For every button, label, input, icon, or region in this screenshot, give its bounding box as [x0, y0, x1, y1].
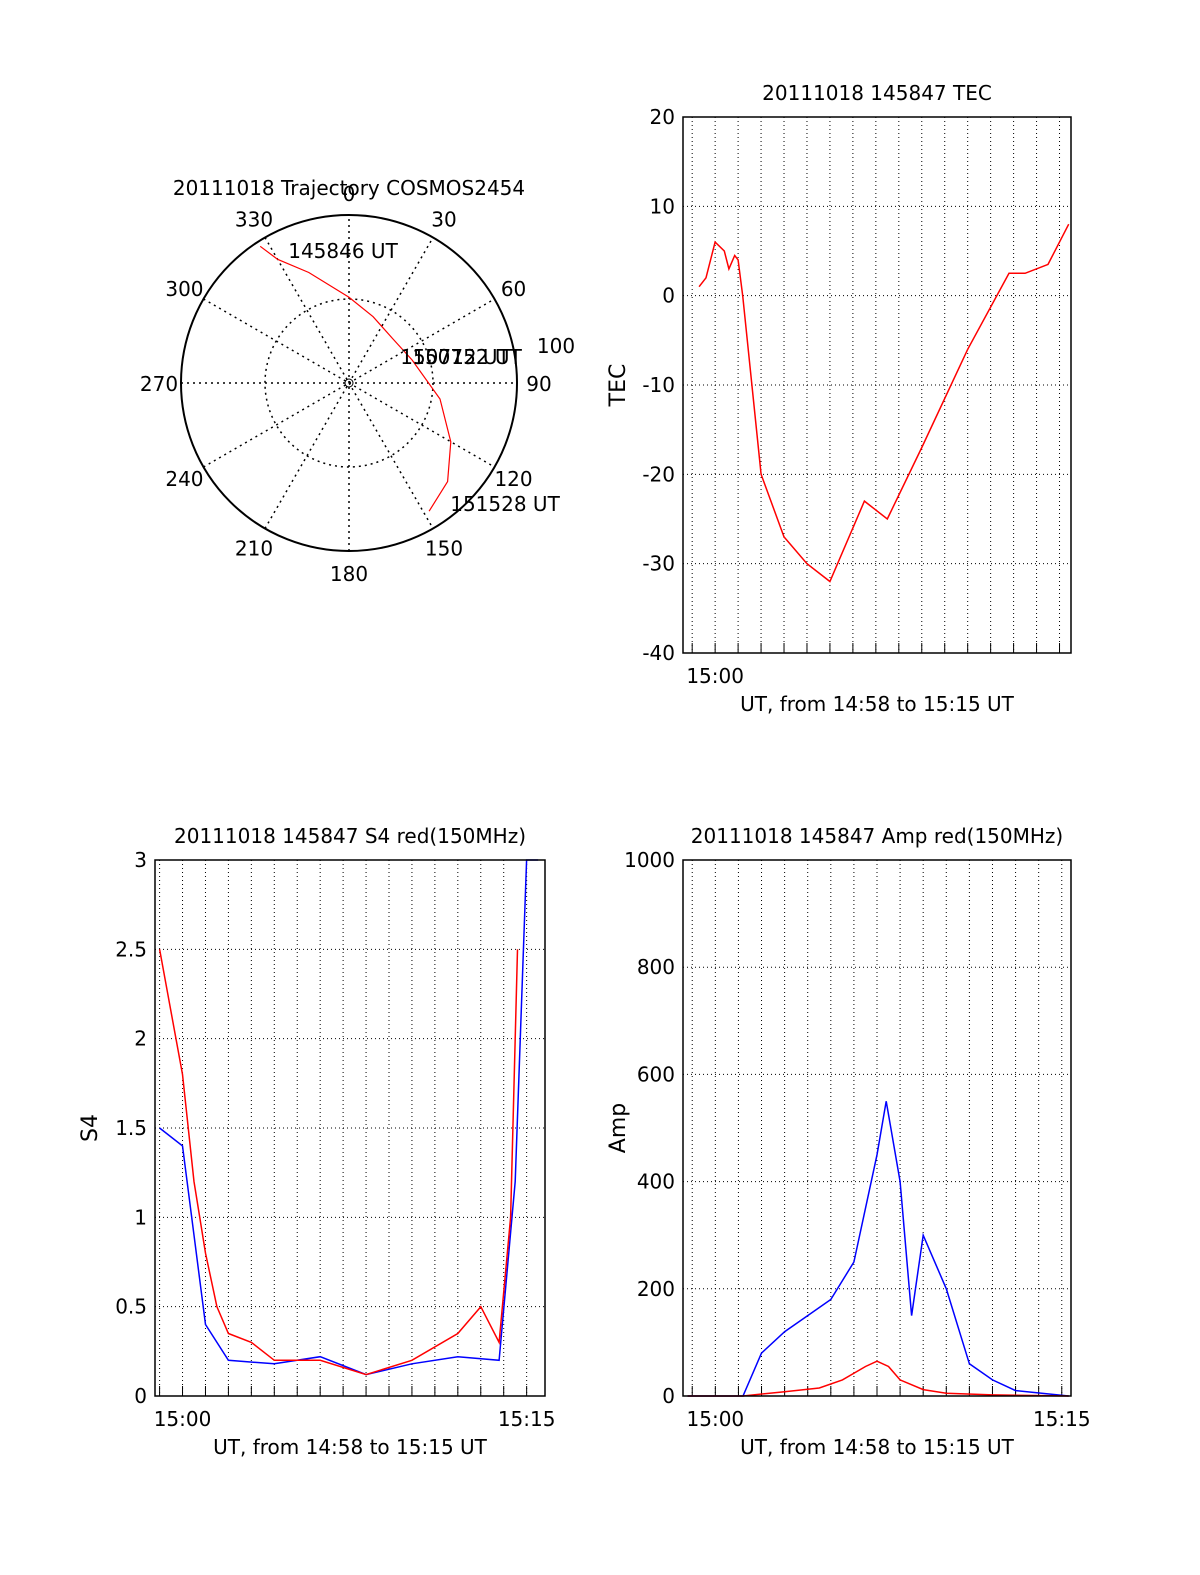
series-line-1	[687, 1360, 1069, 1397]
polar-angle-label: 150	[425, 537, 463, 561]
y-tick-label: 1000	[624, 848, 675, 872]
polar-angle-label: 0	[343, 182, 356, 206]
y-tick-label: 200	[637, 1277, 675, 1301]
x-tick-label: 15:00	[686, 664, 744, 688]
x-tick-label: 15:00	[687, 1407, 745, 1431]
polar-extra-label: 100	[537, 334, 575, 358]
y-tick-label: 1.5	[115, 1116, 147, 1140]
y-tick-label: 0.5	[115, 1295, 147, 1319]
y-tick-label: 3	[134, 848, 147, 872]
polar-angle-label: 30	[431, 207, 456, 231]
polar-angle-label: 90	[526, 372, 551, 396]
plot-frame	[154, 859, 546, 1397]
y-tick-label: 10	[650, 194, 675, 218]
polar-end-label: 151528 UT	[450, 492, 560, 516]
series-line-0	[159, 859, 539, 1376]
polar-spoke	[264, 237, 434, 529]
plot-title: 20111018 145847 Amp red(150MHz)	[691, 824, 1063, 848]
x-axis-label: UT, from 14:58 to 15:15 UT	[740, 692, 1015, 716]
polar-mid-label-2: 150752 UT	[412, 345, 522, 369]
plot-frame	[682, 116, 1072, 654]
x-tick-label: 15:00	[154, 1407, 212, 1431]
y-tick-label: -10	[642, 373, 675, 397]
x-axis-label: UT, from 14:58 to 15:15 UT	[213, 1435, 488, 1459]
y-tick-label: 400	[637, 1170, 675, 1194]
series-line-1	[158, 949, 519, 1376]
y-tick-label: -30	[642, 552, 675, 576]
y-tick-label: 1	[134, 1205, 147, 1229]
plot-frame	[682, 859, 1072, 1397]
polar-trajectory	[259, 245, 452, 512]
polar-angle-label: 120	[494, 467, 532, 491]
y-tick-label: -20	[642, 462, 675, 486]
y-tick-label: 20	[650, 105, 675, 129]
y-tick-label: 600	[637, 1062, 675, 1086]
y-tick-label: 800	[637, 955, 675, 979]
polar-mid-label: 150712 UT	[400, 345, 510, 369]
y-tick-label: 2	[134, 1027, 147, 1051]
polar-outer-ring	[180, 214, 518, 552]
y-tick-label: 2.5	[115, 937, 147, 961]
x-axis-label: UT, from 14:58 to 15:15 UT	[740, 1435, 1015, 1459]
polar-angle-label: 270	[140, 372, 178, 396]
x-tick-label: 15:15	[498, 1407, 556, 1431]
x-tick-label: 15:15	[1033, 1407, 1091, 1431]
polar-angle-label: 300	[165, 277, 203, 301]
polar-angle-label: 210	[235, 537, 273, 561]
plot-title: 20111018 145847 S4 red(150MHz)	[174, 824, 526, 848]
polar-title: 20111018 Trajectory COSMOS2454	[173, 176, 525, 200]
y-axis-label: Amp	[606, 1103, 631, 1153]
y-tick-label: 0	[662, 1384, 675, 1408]
series-line-0	[698, 223, 1070, 583]
y-axis-label: S4	[78, 1114, 103, 1142]
y-tick-label: 0	[662, 284, 675, 308]
series-line-0	[687, 1101, 1069, 1397]
polar-angle-label: 330	[235, 207, 273, 231]
polar-start-label: 145846 UT	[288, 239, 398, 263]
polar-angle-label: 240	[165, 467, 203, 491]
polar-angle-label: 180	[330, 562, 368, 586]
y-tick-label: -40	[642, 641, 675, 665]
y-axis-label: TEC	[606, 364, 631, 408]
polar-angle-label: 60	[501, 277, 526, 301]
y-tick-label: 0	[134, 1384, 147, 1408]
plot-title: 20111018 145847 TEC	[762, 81, 992, 105]
